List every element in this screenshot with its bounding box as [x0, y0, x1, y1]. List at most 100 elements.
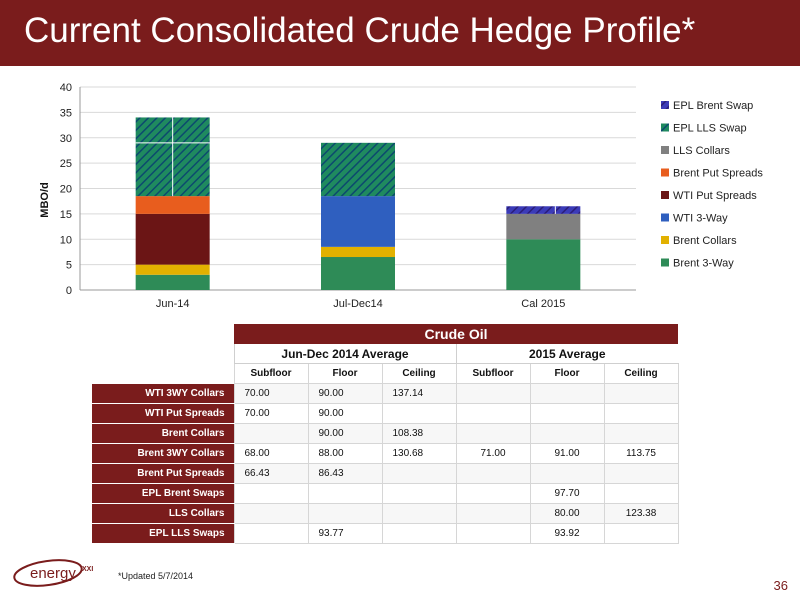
- bar-segment: [506, 206, 581, 214]
- row-label: EPL Brent Swaps: [92, 483, 234, 504]
- legend-label: WTI 3-Way: [673, 213, 728, 225]
- y-tick-label: 0: [66, 285, 72, 297]
- table-cell: [603, 463, 679, 484]
- table-cell: [381, 403, 457, 424]
- page-title: Current Consolidated Crude Hedge Profile…: [24, 11, 696, 50]
- energy-xxi-logo: energy XXI: [13, 559, 93, 587]
- chart-axes: 0 5 10 15 20 25 30 35 40 Jun-14 Jul-Dec14 Cal 2015: [60, 82, 566, 310]
- table-row: EPL LLS Swaps 93.77 93.92: [92, 523, 679, 544]
- column-header: Ceiling: [381, 363, 457, 384]
- group-header-2014: Jun-Dec 2014 Average: [233, 344, 456, 364]
- table-cell: 88.00: [307, 443, 383, 464]
- table-cell: 70.00: [233, 383, 309, 404]
- chart-bars: [135, 117, 581, 290]
- legend-label: WTI Put Spreads: [673, 190, 757, 202]
- table-cell: [233, 523, 309, 544]
- column-header: Subfloor: [455, 363, 531, 384]
- table-cell: [603, 523, 679, 544]
- table-cell: 80.00: [529, 503, 605, 524]
- table-group-row: Jun-Dec 2014 Average 2015 Average: [92, 344, 678, 364]
- legend-swatch: [661, 236, 669, 244]
- group-header-2015: 2015 Average: [455, 344, 678, 364]
- x-tick-label: Cal 2015: [521, 298, 565, 310]
- blank-cell: [92, 344, 234, 364]
- svg-text:XXI: XXI: [82, 566, 93, 573]
- table-cell: [381, 503, 457, 524]
- row-label: Brent Put Spreads: [92, 463, 234, 484]
- bar-segment: [506, 239, 581, 290]
- table-cell: [603, 483, 679, 504]
- table-cell: [455, 503, 531, 524]
- bar-segment: [321, 196, 395, 247]
- table-cell: 71.00: [455, 443, 531, 464]
- table-cell: 90.00: [307, 423, 383, 444]
- table-cell: [381, 463, 457, 484]
- table-body: WTI 3WY Collars 70.00 90.00 137.14 WTI Put S…: [92, 383, 679, 544]
- legend-swatch: [661, 146, 669, 154]
- table-cell: 93.77: [307, 523, 383, 544]
- row-label: LLS Collars: [92, 503, 234, 524]
- table-row: WTI Put Spreads 70.00 90.00: [92, 403, 679, 424]
- legend-swatch: [661, 213, 669, 222]
- table-cell: [455, 383, 531, 404]
- bar-segment: [135, 274, 210, 290]
- page-number: 36: [773, 578, 788, 593]
- table-row: Brent 3WY Collars 68.00 88.00 130.68 71.00 91…: [92, 443, 679, 464]
- table-cell: 108.38: [381, 423, 457, 444]
- table-cell: 66.43: [233, 463, 309, 484]
- table-cell: 86.43: [307, 463, 383, 484]
- legend-label: Brent Put Spreads: [673, 168, 763, 180]
- table-cell: 137.14: [381, 383, 457, 404]
- column-header: Ceiling: [603, 363, 679, 384]
- y-tick-label: 20: [60, 184, 72, 196]
- table-cell: [233, 503, 309, 524]
- table-cell: 93.92: [529, 523, 605, 544]
- table-cell: 90.00: [307, 403, 383, 424]
- table-row: Brent Collars 90.00 108.38: [92, 423, 679, 444]
- y-tick-label: 10: [60, 234, 72, 246]
- table-cell: 68.00: [233, 443, 309, 464]
- legend-label: EPL Brent Swap: [673, 100, 753, 112]
- table-cell: [455, 423, 531, 444]
- table-cell: [529, 463, 605, 484]
- table-cell: [381, 523, 457, 544]
- row-label: Brent Collars: [92, 423, 234, 444]
- legend-label: Brent 3-Way: [673, 258, 734, 270]
- bar-segment: [135, 264, 210, 275]
- y-tick-label: 5: [66, 260, 72, 272]
- table-row: EPL Brent Swaps 97.70: [92, 483, 679, 504]
- table-cell: [603, 383, 679, 404]
- row-label: WTI Put Spreads: [92, 403, 234, 424]
- y-axis-title: MBO/d: [39, 182, 51, 217]
- table-cell: 91.00: [529, 443, 605, 464]
- legend-swatch: [661, 101, 669, 109]
- legend-swatch: [661, 191, 669, 199]
- table-cell: [603, 423, 679, 444]
- legend-swatch: [661, 258, 669, 267]
- table-cell: 130.68: [381, 443, 457, 464]
- bar-segment: [506, 213, 581, 240]
- table-cell: [233, 483, 309, 504]
- table-cell: [455, 483, 531, 504]
- footnote: *Updated 5/7/2014: [118, 571, 194, 581]
- table-section-title: Crude Oil: [234, 324, 678, 344]
- legend-label: Brent Collars: [673, 235, 737, 247]
- table-row: LLS Collars 80.00 123.38: [92, 503, 679, 524]
- bar-segment: [321, 246, 395, 258]
- table-row: WTI 3WY Collars 70.00 90.00 137.14: [92, 383, 679, 404]
- bar-segment: [135, 196, 210, 214]
- title-bar: Current Consolidated Crude Hedge Profile…: [0, 0, 800, 66]
- table-cell: 90.00: [307, 383, 383, 404]
- table-cell: [455, 403, 531, 424]
- chart-legend: EPL Brent Swap EPL LLS Swap LLS Collars Bre…: [661, 100, 763, 270]
- table-cell: 70.00: [233, 403, 309, 424]
- bar-segment: [321, 142, 395, 197]
- y-tick-label: 25: [60, 158, 72, 170]
- y-tick-label: 40: [60, 82, 72, 94]
- table-cell: 113.75: [603, 443, 679, 464]
- table-cell: 123.38: [603, 503, 679, 524]
- legend-label: EPL LLS Swap: [673, 123, 747, 135]
- column-header: Subfloor: [233, 363, 309, 384]
- table-cell: [455, 523, 531, 544]
- legend-swatch: [661, 123, 669, 132]
